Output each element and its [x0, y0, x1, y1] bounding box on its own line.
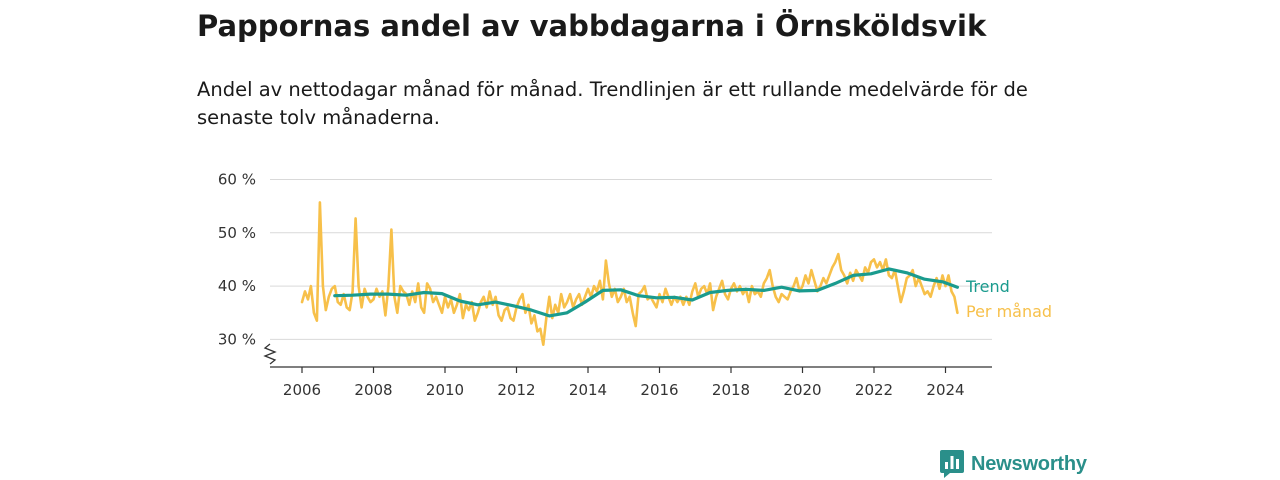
y-tick-label: 30 % — [218, 330, 256, 348]
axis-break-icon — [263, 343, 277, 365]
y-axis-labels: 30 % 40 % 50 % 60 % — [218, 171, 256, 349]
x-tick-label: 2022 — [855, 381, 893, 399]
x-tick-label: 2020 — [783, 381, 821, 399]
x-tick-label: 2010 — [426, 381, 464, 399]
y-tick-label: 50 % — [218, 224, 256, 242]
x-tick-label: 2006 — [283, 381, 321, 399]
chart-gridlines — [270, 179, 992, 340]
chart-title: Pappornas andel av vabbdagarna i Örnsköl… — [197, 9, 987, 43]
brand-name: Newsworthy — [971, 452, 1087, 475]
chart-series — [300, 201, 959, 346]
x-axis — [263, 343, 992, 373]
brand-logo[interactable]: Newsworthy — [940, 450, 1087, 478]
x-tick-label: 2024 — [926, 381, 964, 399]
trend-line — [333, 267, 959, 318]
x-tick-label: 2012 — [497, 381, 535, 399]
x-tick-label: 2018 — [712, 381, 750, 399]
x-tick-label: 2008 — [354, 381, 392, 399]
y-tick-label: 60 % — [218, 171, 256, 189]
legend-monthly-label: Per månad — [966, 302, 1052, 321]
x-tick-label: 2014 — [569, 381, 607, 399]
chart-legend: Trend Per månad — [965, 277, 1052, 321]
legend-trend-label: Trend — [965, 277, 1010, 296]
x-tick-label: 2016 — [640, 381, 678, 399]
chart-subtitle: Andel av nettodagar månad för månad. Tre… — [197, 78, 1028, 129]
newsworthy-logo-icon — [940, 450, 964, 478]
y-tick-label: 40 % — [218, 277, 256, 295]
x-axis-labels: 2006 2008 2010 2012 2014 2016 2018 2020 2022 2024 — [283, 381, 965, 399]
